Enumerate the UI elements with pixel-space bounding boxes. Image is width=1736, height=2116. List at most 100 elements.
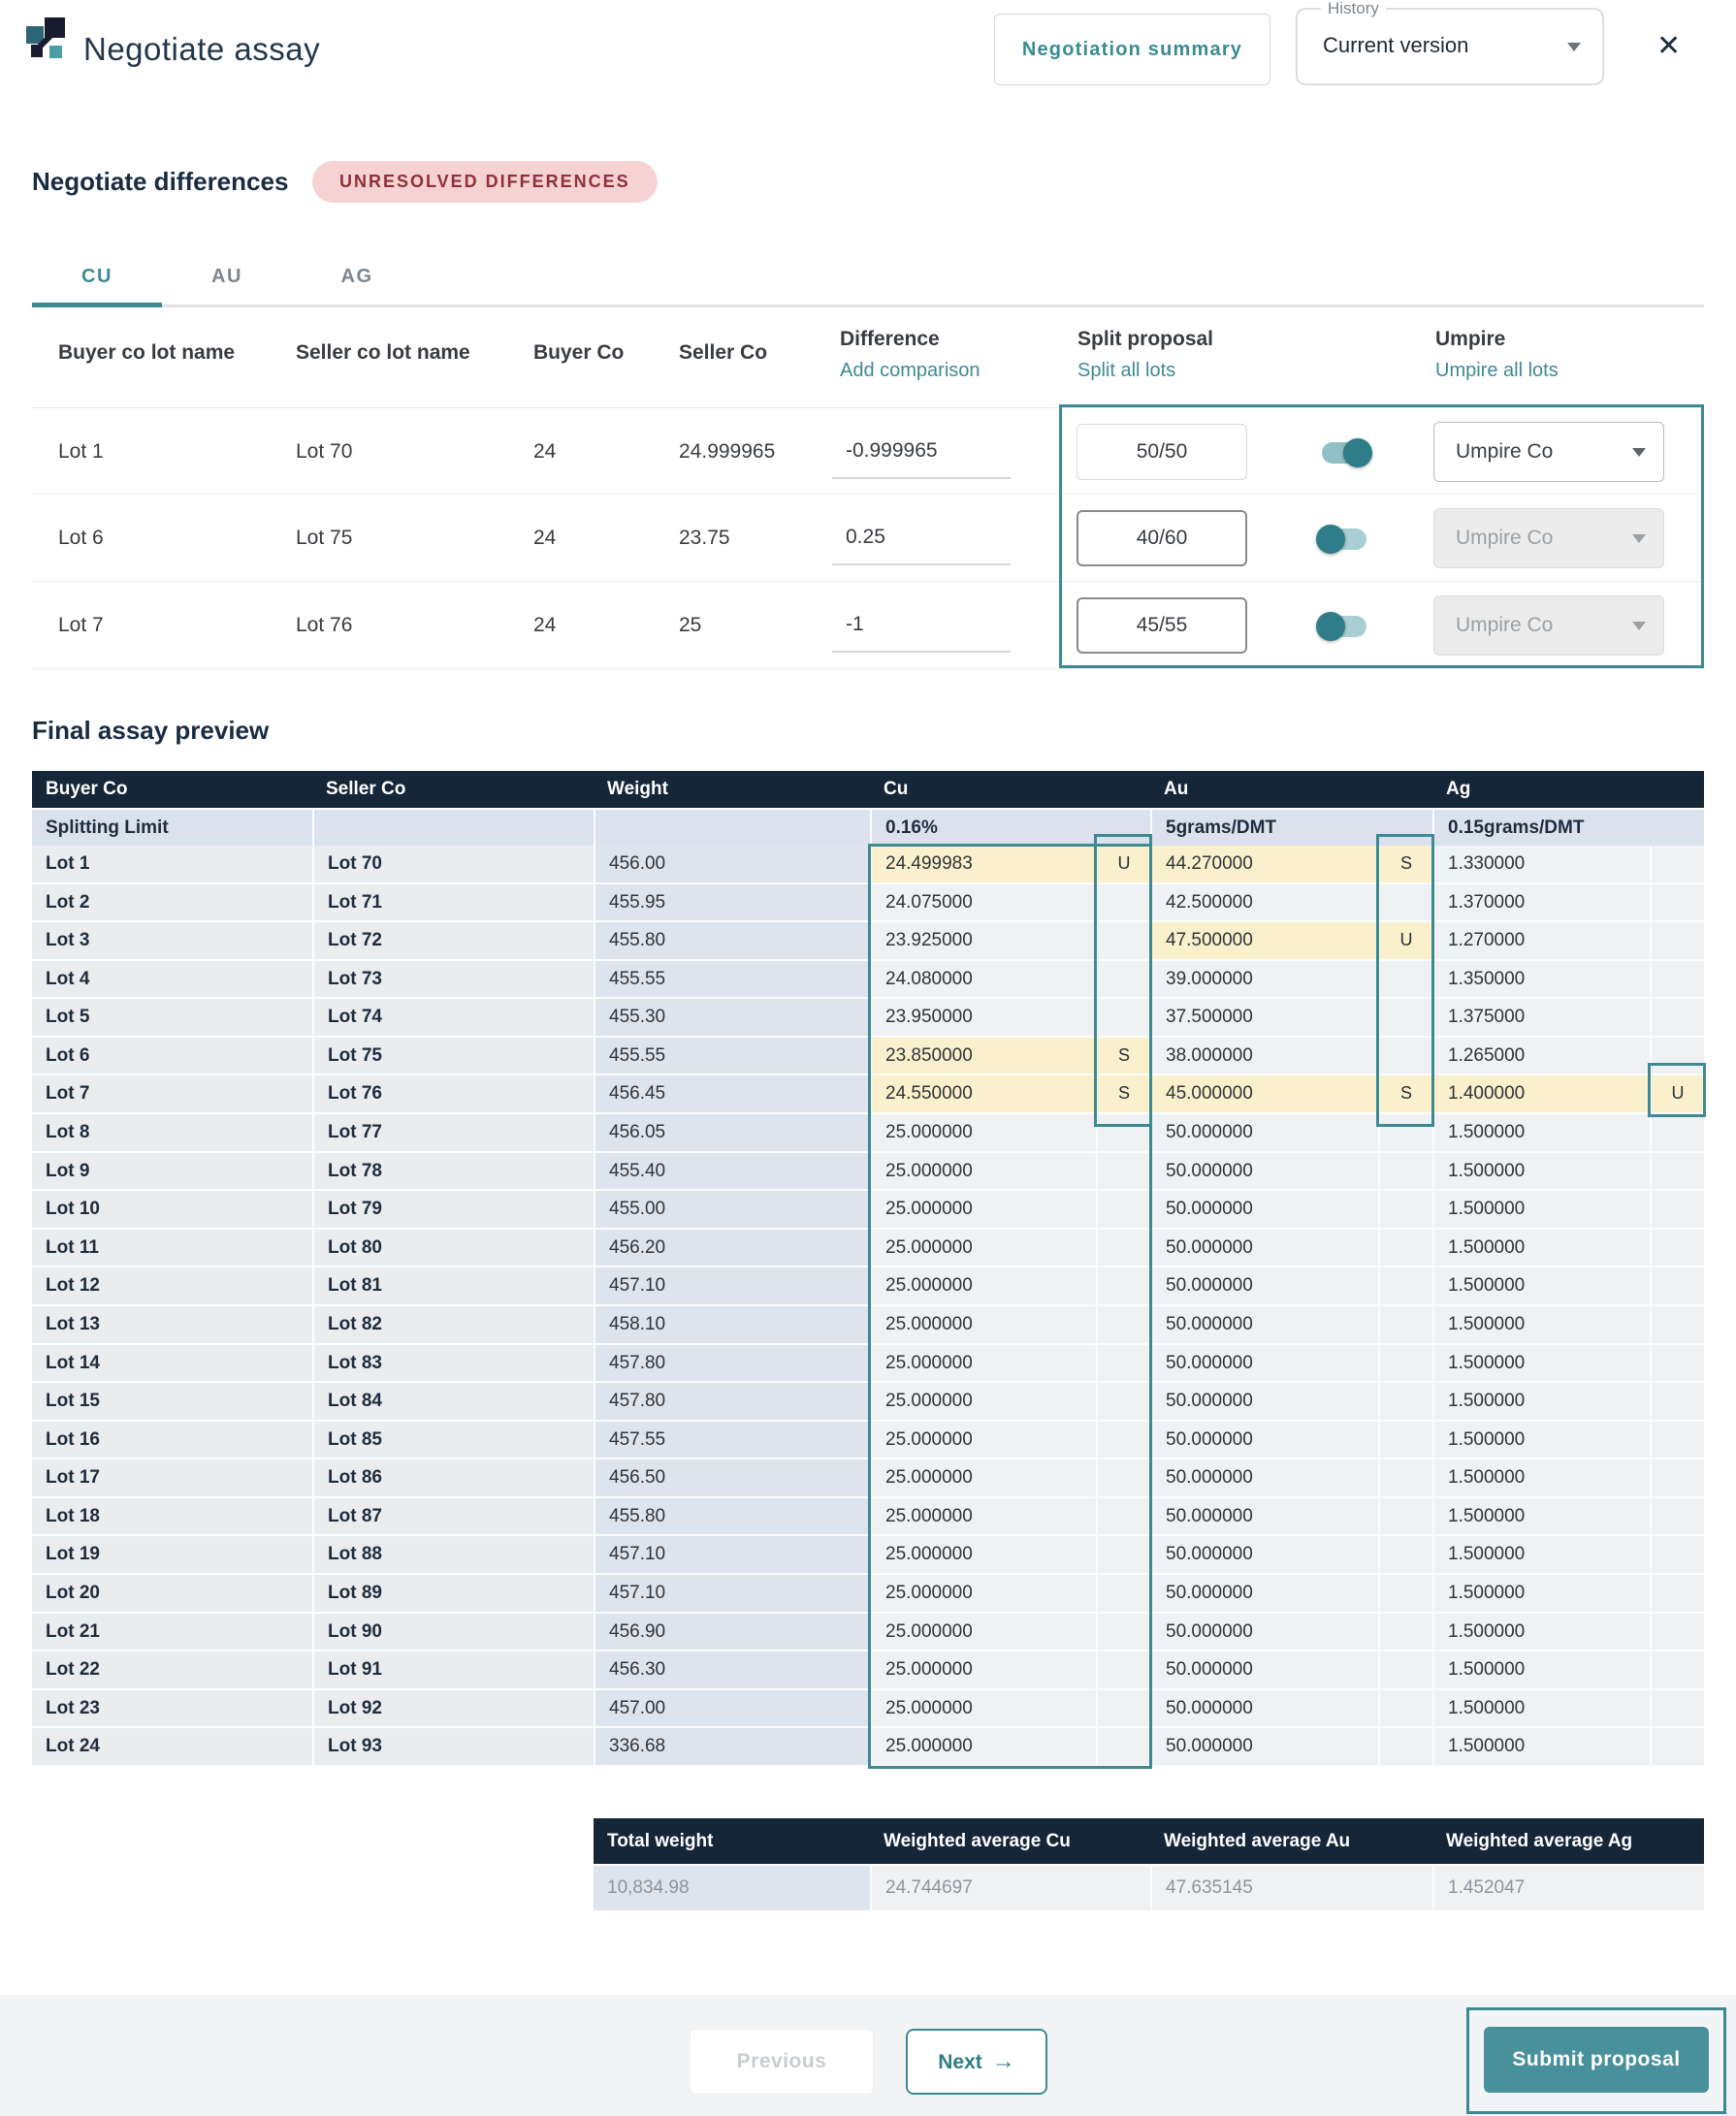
au-cell: 50.000000 (1150, 1536, 1432, 1575)
weight-cell: 455.80 (594, 1497, 870, 1537)
assay-row: Lot 5 Lot 74 455.30 23.950000 37.500000 … (32, 999, 1704, 1038)
au-cell: 50.000000 (1150, 1305, 1432, 1345)
col-header-difference: Difference (840, 328, 940, 350)
au-badge (1378, 1037, 1432, 1076)
au-cell: 50.000000 (1150, 1728, 1432, 1767)
totals-col-header: Weighted average Ag (1446, 1831, 1633, 1851)
au-badge (1378, 1114, 1432, 1153)
arrow-right-icon: → (991, 2048, 1015, 2074)
ag-cell: 1.500000 (1432, 1344, 1704, 1384)
seller-lot-cell: Lot 73 (312, 960, 594, 1000)
close-icon[interactable]: ✕ (1656, 30, 1682, 62)
metal-tab[interactable]: AU (211, 266, 242, 287)
difference-row: Lot 7 Lot 76 24 25 -1 45/55 Umpire Co (32, 582, 1704, 669)
assay-row: Lot 13 Lot 82 458.10 25.000000 50.000000… (32, 1305, 1704, 1345)
cu-cell: 25.000000 (870, 1152, 1150, 1192)
au-badge (1378, 1229, 1432, 1268)
split-proposal-input[interactable]: 50/50 (1077, 424, 1247, 480)
difference-input[interactable]: -0.999965 (832, 425, 1011, 479)
ag-badge (1650, 1344, 1704, 1384)
split-toggle[interactable] (1316, 522, 1372, 557)
assay-row: Lot 18 Lot 87 455.80 25.000000 50.000000… (32, 1497, 1704, 1537)
weight-cell: 456.90 (594, 1613, 870, 1652)
umpire-select[interactable]: Umpire Co (1433, 422, 1664, 482)
umpire-select[interactable]: Umpire Co (1433, 508, 1664, 568)
ag-badge (1650, 1267, 1704, 1306)
seller-lot-cell: Lot 84 (312, 1383, 594, 1422)
au-cell: 50.000000 (1150, 1152, 1432, 1192)
assay-row: Lot 24 Lot 93 336.68 25.000000 50.000000… (32, 1728, 1704, 1767)
split-all-lots-link[interactable]: Split all lots (1077, 360, 1176, 381)
col-header-seller-co: Seller Co (679, 341, 768, 364)
difference-input[interactable]: 0.25 (832, 511, 1011, 565)
umpire-select[interactable]: Umpire Co (1433, 595, 1664, 656)
assay-col-header: Seller Co (326, 779, 406, 799)
au-badge (1378, 1344, 1432, 1384)
ag-badge (1650, 1229, 1704, 1268)
submit-proposal-button[interactable]: Submit proposal (1484, 2027, 1709, 2093)
next-button[interactable]: Next → (906, 2029, 1047, 2095)
buyer-lot-cell: Lot 19 (32, 1536, 312, 1575)
cu-cell: 23.925000 (870, 922, 1150, 961)
ag-badge (1650, 1651, 1704, 1690)
footer-bar: Previous Next → Submit proposal (0, 1995, 1736, 2116)
seller-lot-name: Lot 76 (296, 614, 353, 636)
buyer-co-value: 24 (533, 440, 557, 463)
umpire-select-value: Umpire Co (1456, 440, 1554, 463)
umpire-all-lots-link[interactable]: Umpire all lots (1435, 360, 1559, 381)
weight-cell: 455.40 (594, 1152, 870, 1192)
metal-tab[interactable]: AG (340, 266, 373, 287)
weight-cell: 456.50 (594, 1459, 870, 1498)
cu-badge (1096, 1191, 1150, 1230)
cu-badge (1096, 1497, 1150, 1537)
weight-cell: 455.95 (594, 883, 870, 923)
cu-cell: 24.075000 (870, 883, 1150, 923)
buyer-lot-name: Lot 6 (58, 527, 104, 549)
au-cell: 50.000000 (1150, 1383, 1432, 1422)
split-proposal-input[interactable]: 40/60 (1077, 510, 1247, 566)
difference-input[interactable]: -1 (832, 598, 1011, 653)
difference-row: Lot 6 Lot 75 24 23.75 0.25 40/60 Umpire … (32, 495, 1704, 582)
au-cell: 50.000000 (1150, 1497, 1432, 1537)
add-comparison-link[interactable]: Add comparison (840, 360, 981, 381)
split-proposal-input[interactable]: 45/55 (1077, 597, 1247, 654)
cu-cell: 25.000000 (870, 1267, 1150, 1306)
negotiation-summary-button[interactable]: Negotiation summary (994, 14, 1270, 85)
split-toggle[interactable] (1316, 609, 1372, 644)
buyer-lot-cell: Lot 16 (32, 1421, 312, 1460)
ag-cell: 1.500000 (1432, 1191, 1704, 1230)
app-logo-icon (24, 16, 69, 65)
ag-cell: 1.500000 (1432, 1305, 1704, 1345)
cu-cell: 24.080000 (870, 960, 1150, 1000)
assay-row: Lot 19 Lot 88 457.10 25.000000 50.000000… (32, 1536, 1704, 1575)
seller-lot-cell: Lot 89 (312, 1574, 594, 1614)
ag-badge (1650, 1191, 1704, 1230)
cu-cell: 25.000000 (870, 1421, 1150, 1460)
cu-badge (1096, 922, 1150, 961)
chevron-down-icon (1567, 43, 1581, 51)
ag-cell: 1.500000 (1432, 1613, 1704, 1652)
col-header-buyer-co: Buyer Co (533, 341, 625, 364)
au-cell: 50.000000 (1150, 1651, 1432, 1690)
history-select[interactable]: History Current version (1296, 0, 1604, 85)
metal-tab[interactable]: CU (81, 266, 113, 287)
ag-cell: 1.500000 (1432, 1421, 1704, 1460)
au-badge (1378, 1689, 1432, 1729)
assay-table-header: Buyer Co Seller Co Weight Cu Au Ag (32, 771, 1704, 808)
ag-cell: 1.330000 (1432, 846, 1704, 884)
seller-lot-cell: Lot 77 (312, 1114, 594, 1153)
cu-badge (1096, 1267, 1150, 1306)
previous-button[interactable]: Previous (690, 2029, 874, 2095)
buyer-lot-cell: Lot 8 (32, 1114, 312, 1153)
seller-lot-cell: Lot 87 (312, 1497, 594, 1537)
buyer-lot-cell: Lot 1 (32, 846, 312, 884)
seller-lot-cell: Lot 85 (312, 1421, 594, 1460)
buyer-lot-cell: Lot 21 (32, 1613, 312, 1652)
assay-row: Lot 16 Lot 85 457.55 25.000000 50.000000… (32, 1421, 1704, 1460)
buyer-lot-cell: Lot 22 (32, 1651, 312, 1690)
totals-values: 10,834.98 24.744697 47.635145 1.452047 (594, 1866, 1704, 1910)
split-toggle[interactable] (1316, 435, 1372, 470)
next-button-label: Next (938, 2051, 982, 2073)
buyer-lot-cell: Lot 3 (32, 922, 312, 961)
weight-cell: 455.00 (594, 1191, 870, 1230)
